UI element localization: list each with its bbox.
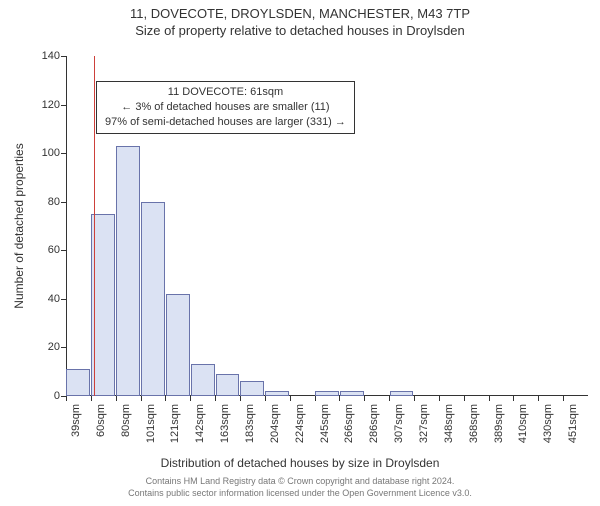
ytick-mark [61, 250, 66, 251]
ytick-mark [61, 202, 66, 203]
page-subtitle: Size of property relative to detached ho… [0, 23, 600, 38]
y-axis [66, 56, 67, 396]
ytick-mark [61, 299, 66, 300]
xtick-label: 39sqm [70, 404, 82, 437]
histogram-bar [141, 202, 165, 396]
xtick-mark [265, 396, 266, 401]
marker-line [94, 56, 95, 396]
xtick-mark [513, 396, 514, 401]
ytick-label: 0 [34, 390, 60, 402]
ytick-label: 140 [34, 50, 60, 62]
annotation-line-3: 97% of semi-detached houses are larger (… [105, 115, 346, 130]
xtick-label: 410sqm [517, 404, 529, 443]
xtick-label: 307sqm [393, 404, 405, 443]
xtick-label: 368sqm [468, 404, 480, 443]
xtick-label: 224sqm [294, 404, 306, 443]
xtick-mark [66, 396, 67, 401]
xtick-mark [414, 396, 415, 401]
xtick-mark [165, 396, 166, 401]
xtick-mark [339, 396, 340, 401]
ytick-mark [61, 153, 66, 154]
histogram-bar [91, 214, 115, 396]
xtick-label: 389sqm [493, 404, 505, 443]
xtick-mark [489, 396, 490, 401]
xtick-label: 163sqm [219, 404, 231, 443]
footer-attribution: Contains HM Land Registry data © Crown c… [0, 476, 600, 499]
histogram-bar [390, 391, 414, 396]
ytick-label: 80 [34, 196, 60, 208]
footer-line-1: Contains HM Land Registry data © Crown c… [0, 476, 600, 488]
xtick-mark [215, 396, 216, 401]
histogram-bar [116, 146, 140, 396]
annotation-line-1: 11 DOVECOTE: 61sqm [105, 85, 346, 100]
annotation-box: 11 DOVECOTE: 61sqm ← 3% of detached hous… [96, 81, 355, 134]
xtick-mark [538, 396, 539, 401]
histogram-bar [340, 391, 364, 396]
histogram-bar [265, 391, 289, 396]
ytick-mark [61, 56, 66, 57]
ytick-label: 40 [34, 293, 60, 305]
xtick-mark [364, 396, 365, 401]
xtick-mark [563, 396, 564, 401]
annotation-line-2: ← 3% of detached houses are smaller (11) [105, 100, 346, 115]
xtick-label: 430sqm [542, 404, 554, 443]
xtick-label: 60sqm [95, 404, 107, 437]
xtick-label: 286sqm [368, 404, 380, 443]
xtick-mark [464, 396, 465, 401]
xtick-mark [389, 396, 390, 401]
ytick-mark [61, 347, 66, 348]
page-title: 11, DOVECOTE, DROYLSDEN, MANCHESTER, M43… [0, 6, 600, 21]
xtick-mark [190, 396, 191, 401]
xtick-label: 80sqm [120, 404, 132, 437]
xtick-mark [290, 396, 291, 401]
histogram-bar [240, 381, 264, 396]
ytick-label: 20 [34, 341, 60, 353]
histogram-bar [216, 374, 240, 396]
y-axis-label: Number of detached properties [12, 143, 26, 308]
xtick-mark [91, 396, 92, 401]
xtick-mark [315, 396, 316, 401]
xtick-label: 327sqm [418, 404, 430, 443]
ytick-label: 100 [34, 147, 60, 159]
xtick-label: 204sqm [269, 404, 281, 443]
xtick-label: 266sqm [343, 404, 355, 443]
xtick-label: 121sqm [169, 404, 181, 443]
xtick-mark [116, 396, 117, 401]
xtick-label: 245sqm [319, 404, 331, 443]
histogram-bar [315, 391, 339, 396]
ytick-mark [61, 105, 66, 106]
x-axis-label: Distribution of detached houses by size … [0, 456, 600, 470]
histogram-bar [66, 369, 90, 396]
footer-line-2: Contains public sector information licen… [0, 488, 600, 500]
histogram-bar [191, 364, 215, 396]
ytick-label: 60 [34, 244, 60, 256]
xtick-mark [240, 396, 241, 401]
histogram-bar [166, 294, 190, 396]
xtick-label: 101sqm [145, 404, 157, 443]
xtick-label: 183sqm [244, 404, 256, 443]
ytick-label: 120 [34, 99, 60, 111]
xtick-mark [141, 396, 142, 401]
xtick-label: 348sqm [443, 404, 455, 443]
xtick-label: 142sqm [194, 404, 206, 443]
xtick-mark [439, 396, 440, 401]
xtick-label: 451sqm [567, 404, 579, 443]
